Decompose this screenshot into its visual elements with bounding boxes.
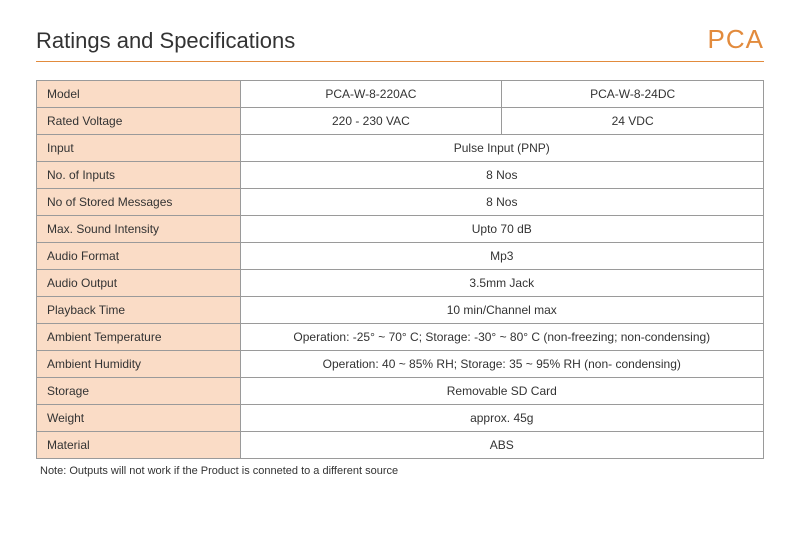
row-value: 220 - 230 VAC	[240, 108, 502, 135]
row-label: Audio Format	[37, 243, 241, 270]
table-row: Weightapprox. 45g	[37, 405, 764, 432]
row-value: 8 Nos	[240, 162, 763, 189]
table-row: No of Stored Messages8 Nos	[37, 189, 764, 216]
row-label: Audio Output	[37, 270, 241, 297]
row-label: Max. Sound Intensity	[37, 216, 241, 243]
row-label: Weight	[37, 405, 241, 432]
spec-table-body: ModelPCA-W-8-220ACPCA-W-8-24DCRated Volt…	[37, 81, 764, 459]
row-label: Ambient Humidity	[37, 351, 241, 378]
table-row: Playback Time10 min/Channel max	[37, 297, 764, 324]
spec-table: ModelPCA-W-8-220ACPCA-W-8-24DCRated Volt…	[36, 80, 764, 459]
table-row: Ambient TemperatureOperation: -25° ~ 70°…	[37, 324, 764, 351]
table-row: No. of Inputs8 Nos	[37, 162, 764, 189]
table-row: ModelPCA-W-8-220ACPCA-W-8-24DC	[37, 81, 764, 108]
row-value: approx. 45g	[240, 405, 763, 432]
table-row: InputPulse Input (PNP)	[37, 135, 764, 162]
row-label: Playback Time	[37, 297, 241, 324]
row-label: Rated Voltage	[37, 108, 241, 135]
row-value: Upto 70 dB	[240, 216, 763, 243]
row-value: Operation: 40 ~ 85% RH; Storage: 35 ~ 95…	[240, 351, 763, 378]
brand-label: PCA	[708, 24, 764, 55]
row-label: No of Stored Messages	[37, 189, 241, 216]
page-title: Ratings and Specifications	[36, 28, 295, 54]
table-row: Max. Sound IntensityUpto 70 dB	[37, 216, 764, 243]
row-label: Input	[37, 135, 241, 162]
row-label: Storage	[37, 378, 241, 405]
table-row: Audio Output3.5mm Jack	[37, 270, 764, 297]
row-label: Model	[37, 81, 241, 108]
row-value: Mp3	[240, 243, 763, 270]
row-value: PCA-W-8-24DC	[502, 81, 764, 108]
row-value: 8 Nos	[240, 189, 763, 216]
table-row: Rated Voltage220 - 230 VAC24 VDC	[37, 108, 764, 135]
table-row: MaterialABS	[37, 432, 764, 459]
row-label: No. of Inputs	[37, 162, 241, 189]
table-row: Ambient HumidityOperation: 40 ~ 85% RH; …	[37, 351, 764, 378]
row-label: Material	[37, 432, 241, 459]
row-value: 24 VDC	[502, 108, 764, 135]
row-value: Operation: -25° ~ 70° C; Storage: -30° ~…	[240, 324, 763, 351]
table-row: Audio FormatMp3	[37, 243, 764, 270]
row-value: ABS	[240, 432, 763, 459]
row-value: 10 min/Channel max	[240, 297, 763, 324]
footnote: Note: Outputs will not work if the Produ…	[36, 465, 764, 477]
row-label: Ambient Temperature	[37, 324, 241, 351]
page: Ratings and Specifications PCA ModelPCA-…	[0, 0, 800, 477]
row-value: Pulse Input (PNP)	[240, 135, 763, 162]
row-value: PCA-W-8-220AC	[240, 81, 502, 108]
table-row: StorageRemovable SD Card	[37, 378, 764, 405]
header: Ratings and Specifications PCA	[36, 24, 764, 62]
row-value: 3.5mm Jack	[240, 270, 763, 297]
row-value: Removable SD Card	[240, 378, 763, 405]
